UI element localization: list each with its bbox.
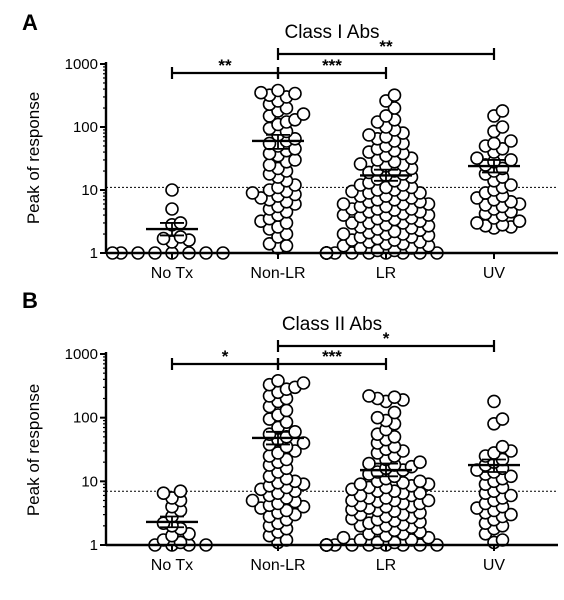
data-point — [504, 134, 518, 148]
data-point — [387, 429, 402, 444]
data-point — [370, 410, 385, 425]
data-point — [487, 394, 501, 409]
panel-label: B — [22, 288, 38, 313]
data-point — [387, 390, 402, 405]
x-tick-label: UV — [483, 557, 506, 574]
y-tick-label: 1000 — [65, 346, 98, 363]
data-point — [362, 389, 376, 403]
means-layer — [146, 133, 520, 237]
y-tick-label: 100 — [73, 410, 98, 427]
data-point — [413, 455, 427, 470]
chart-title: Class II Abs — [282, 314, 382, 335]
means-layer — [146, 430, 520, 529]
y-axis-label: Peak of response — [24, 384, 43, 516]
panel-class-ii: B Class II Abs Peak of response * **** 11… — [22, 288, 558, 574]
data-point — [470, 216, 484, 230]
significance-layer: * **** — [170, 329, 496, 370]
data-point — [336, 227, 351, 241]
x-tick-label: No Tx — [151, 557, 193, 574]
data-point — [504, 178, 518, 192]
panel-label: A — [22, 10, 38, 35]
significance-label: *** — [322, 56, 342, 75]
data-point — [173, 230, 188, 244]
significance-label: * — [383, 329, 390, 348]
data-point — [254, 85, 268, 100]
data-point — [387, 405, 402, 420]
y-axis-label: Peak of response — [24, 92, 43, 224]
y-tick-label: 1 — [90, 537, 98, 554]
chart-title: Class I Abs — [284, 22, 379, 43]
data-point — [336, 197, 351, 211]
data-point — [495, 412, 510, 426]
data-point — [173, 484, 188, 499]
data-point — [271, 83, 285, 98]
data-point — [353, 157, 368, 171]
data-point — [296, 107, 311, 121]
axes-layer: 1 10 100 1000 No Tx Non-LR LR UV — [65, 56, 558, 282]
significance-layer: ** ***** — [170, 37, 496, 79]
data-point — [512, 214, 527, 228]
data-point — [245, 493, 260, 508]
data-point — [387, 88, 402, 102]
x-tick-label: LR — [376, 265, 396, 282]
data-point — [413, 474, 427, 489]
data-point — [387, 101, 402, 115]
data-point — [336, 530, 351, 545]
significance-label: *** — [322, 347, 342, 366]
y-tick-label: 10 — [81, 473, 98, 490]
data-point — [421, 493, 436, 508]
y-tick-label: 1 — [90, 245, 98, 262]
data-point — [156, 486, 171, 501]
significance-label: ** — [379, 37, 393, 56]
x-tick-label: LR — [376, 557, 396, 574]
x-tick-label: Non-LR — [250, 265, 305, 282]
data-point — [156, 231, 171, 246]
data-point — [165, 202, 179, 216]
y-tick-label: 10 — [81, 182, 98, 199]
x-tick-label: No Tx — [151, 265, 193, 282]
data-point — [271, 373, 285, 388]
data-point — [495, 104, 510, 118]
points-layer — [148, 373, 518, 552]
data-point — [362, 128, 376, 142]
data-point — [487, 136, 501, 151]
data-point — [362, 456, 376, 471]
data-point — [504, 469, 518, 484]
data-point — [504, 153, 518, 167]
x-tick-label: Non-LR — [250, 557, 305, 574]
data-point — [379, 109, 393, 123]
data-point — [495, 439, 510, 454]
data-point — [353, 477, 368, 492]
y-tick-label: 100 — [73, 119, 98, 136]
panel-class-i: A Class I Abs Peak of response ** ***** 1… — [22, 10, 558, 282]
data-point — [288, 424, 302, 439]
y-tick-label: 1000 — [65, 56, 98, 73]
axes-layer: 1 10 100 1000 No Tx Non-LR LR UV — [65, 346, 558, 574]
data-point — [504, 488, 518, 503]
data-point — [165, 183, 179, 197]
significance-label: ** — [218, 56, 232, 75]
x-tick-label: UV — [483, 265, 506, 282]
points-layer — [105, 83, 527, 260]
data-point — [495, 120, 510, 134]
data-point — [245, 186, 260, 200]
data-point — [296, 376, 311, 390]
data-point — [504, 507, 518, 522]
data-point — [470, 151, 484, 165]
data-point — [288, 86, 302, 101]
significance-label: * — [222, 347, 229, 366]
